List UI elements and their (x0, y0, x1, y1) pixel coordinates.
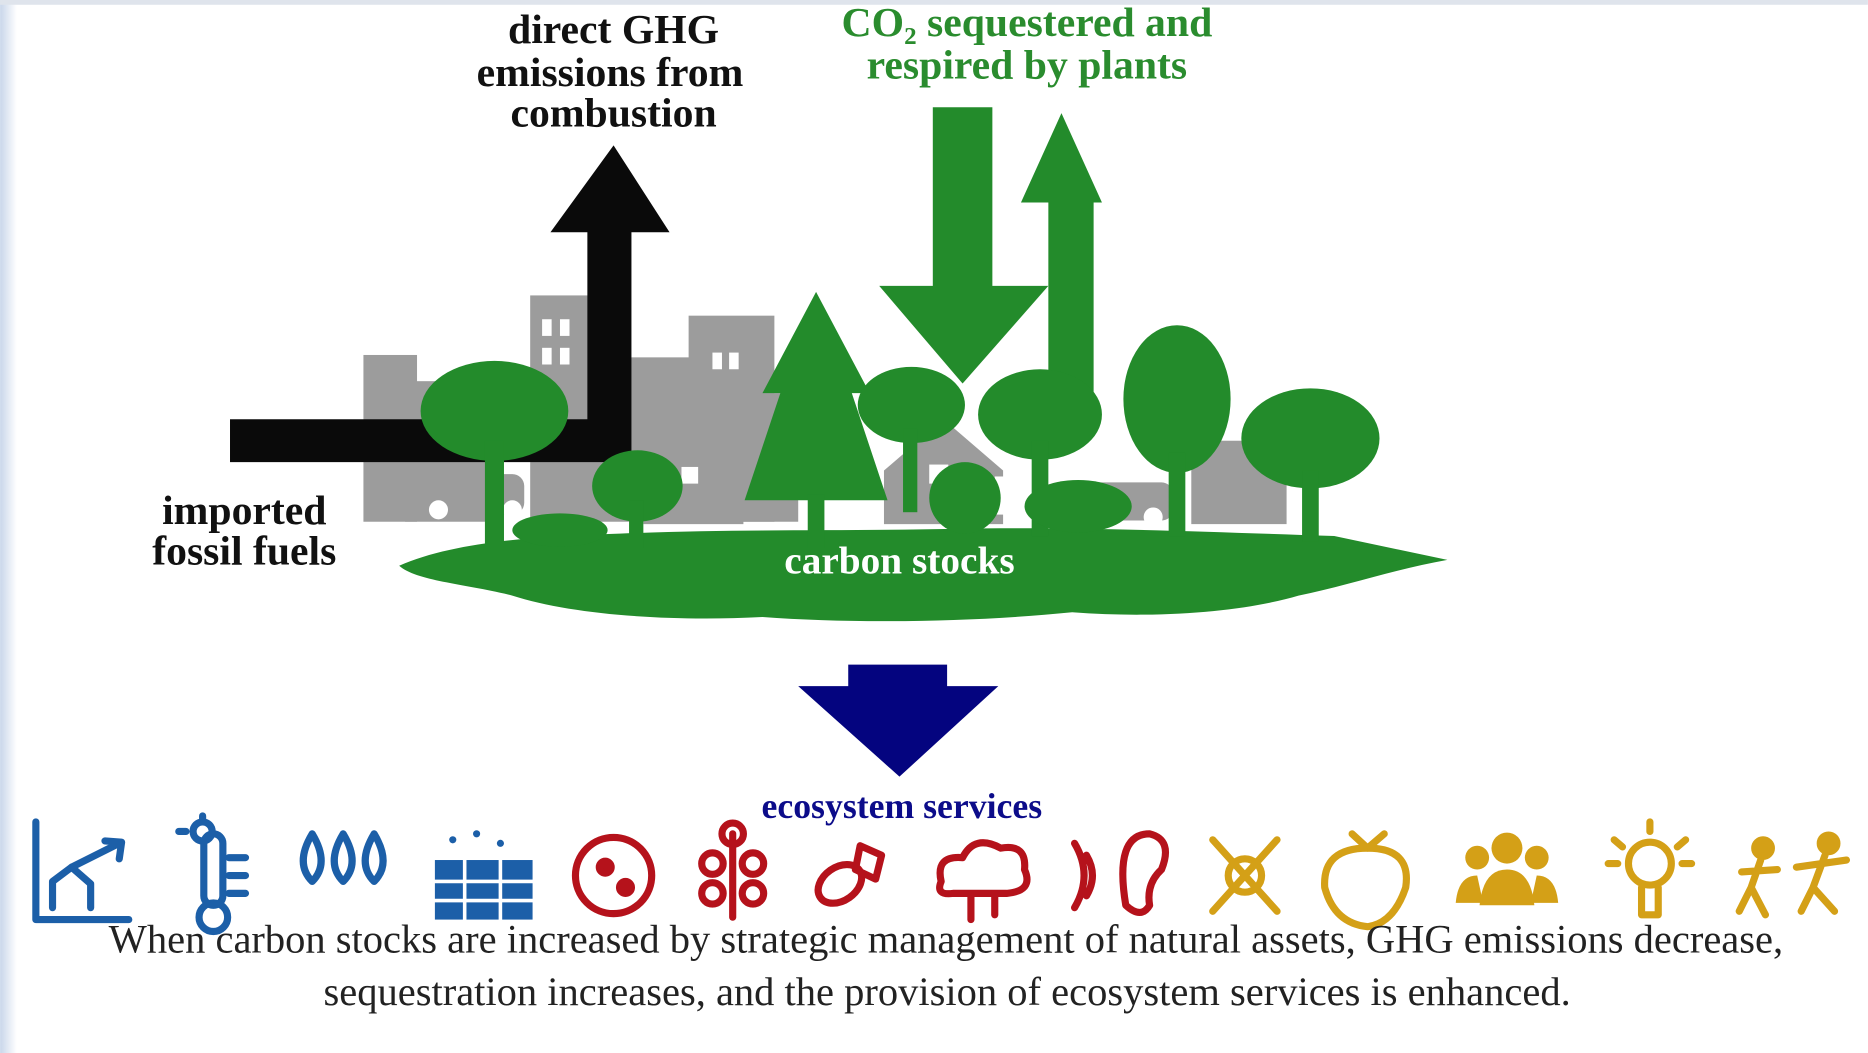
fossil-label: fossil fuels (152, 529, 336, 575)
sequestration-label: respired by plants (867, 43, 1187, 89)
caption: When carbon stocks are increased by stra… (109, 917, 1784, 962)
fossil-label: imported (162, 488, 326, 534)
sequestration-label: CO₂ sequestered and (842, 0, 1213, 46)
emissions-label: emissions from (477, 50, 744, 96)
emissions-label: direct GHG (508, 7, 719, 53)
emissions-label: combustion (510, 90, 716, 136)
page: {"labels": { "emissions": ["direct GHG",… (0, 0, 1868, 1053)
left-edge (0, 0, 17, 1053)
diagram: direct GHG emissions from combustion CO₂… (0, 0, 1868, 1053)
caption: sequestration increases, and the provisi… (323, 969, 1570, 1014)
stocks-label: carbon stocks (784, 539, 1014, 583)
services-label: ecosystem services (762, 786, 1043, 826)
